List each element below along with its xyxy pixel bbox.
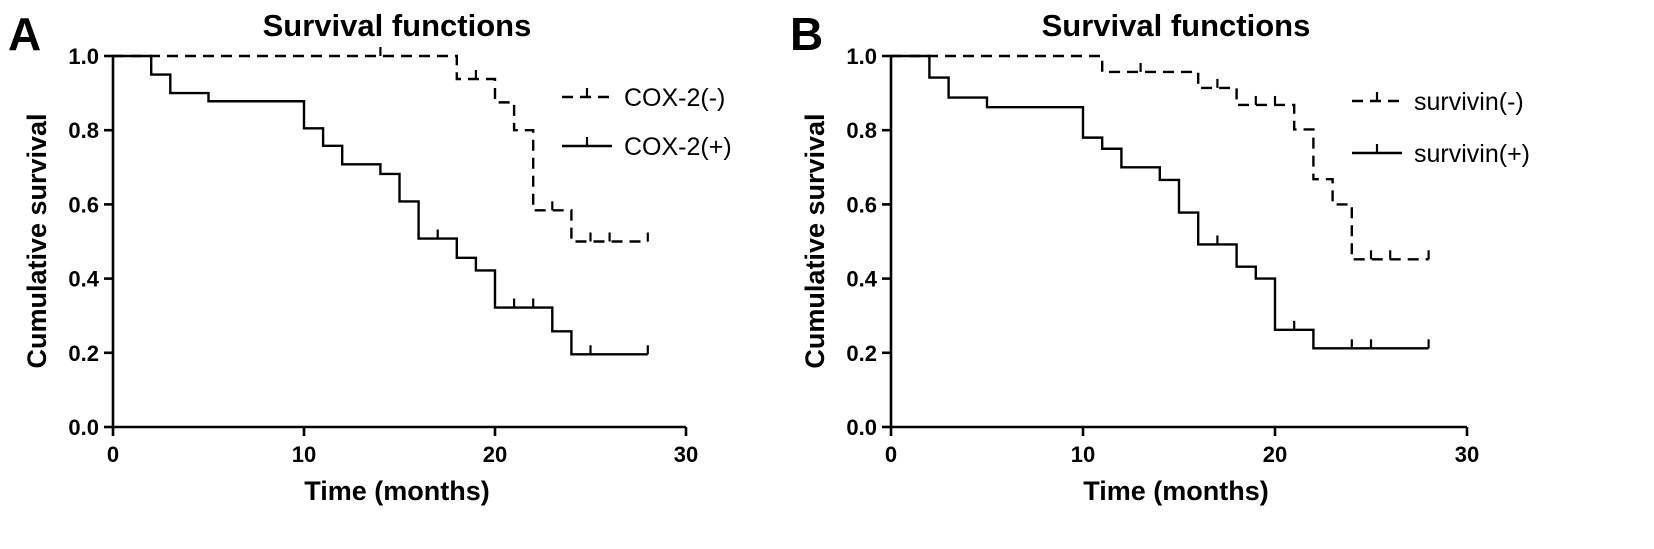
y-tick-label: 0.8 [68,118,99,143]
y-axis-title: Cumulative survival [22,113,52,368]
panel-letter: B [790,8,823,60]
x-tick-label: 0 [885,442,897,467]
y-tick-label: 0.6 [68,192,99,217]
x-tick-label: 30 [674,442,698,467]
y-tick-label: 0.8 [846,118,877,143]
y-axis-title: Cumulative survival [800,113,830,368]
y-tick-label: 0.4 [846,267,877,292]
y-tick-label: 0.2 [846,341,877,366]
survival-curve-solid [113,54,648,356]
legend-label: COX-2(+) [624,133,732,161]
x-tick-label: 0 [107,442,119,467]
legend-entry: survivin(+) [1352,140,1530,168]
chart-title: Survival functions [1042,8,1311,43]
y-tick-label: 0.4 [68,267,99,292]
legend-entry: COX-2(-) [562,84,725,112]
survival-curve-solid [891,54,1429,350]
y-tick-label: 0.0 [846,415,877,440]
survival-curve-dashed [113,54,648,243]
x-tick-label: 10 [1071,442,1095,467]
panel-letter: A [8,8,41,60]
x-tick-label: 20 [483,442,507,467]
legend-label: survivin(+) [1414,140,1530,168]
y-tick-label: 0.6 [846,192,877,217]
y-tick-label: 0.0 [68,415,99,440]
x-tick-label: 30 [1455,442,1479,467]
survival-curve-dashed [891,54,1429,261]
legend-entry: COX-2(+) [562,133,732,161]
y-tick-label: 0.2 [68,341,99,366]
x-tick-label: 10 [292,442,316,467]
chart-panel-a: A Survival functions 0.0 0.2 0.4 0.6 0.8 1.0 0 10… [8,8,732,506]
y-tick-label: 1.0 [68,44,99,69]
legend-label: survivin(-) [1414,88,1524,116]
x-axis-title: Time (months) [304,476,490,506]
x-axis-title: Time (months) [1083,476,1269,506]
legend-entry: survivin(-) [1352,88,1524,116]
chart-panel-b: B Survival functions 0.0 0.2 0.4 0.6 0.8 1.0 0 10… [790,8,1530,506]
y-tick-label: 1.0 [846,44,877,69]
legend-label: COX-2(-) [624,84,725,112]
chart-title: Survival functions [263,8,532,43]
x-tick-label: 20 [1263,442,1287,467]
